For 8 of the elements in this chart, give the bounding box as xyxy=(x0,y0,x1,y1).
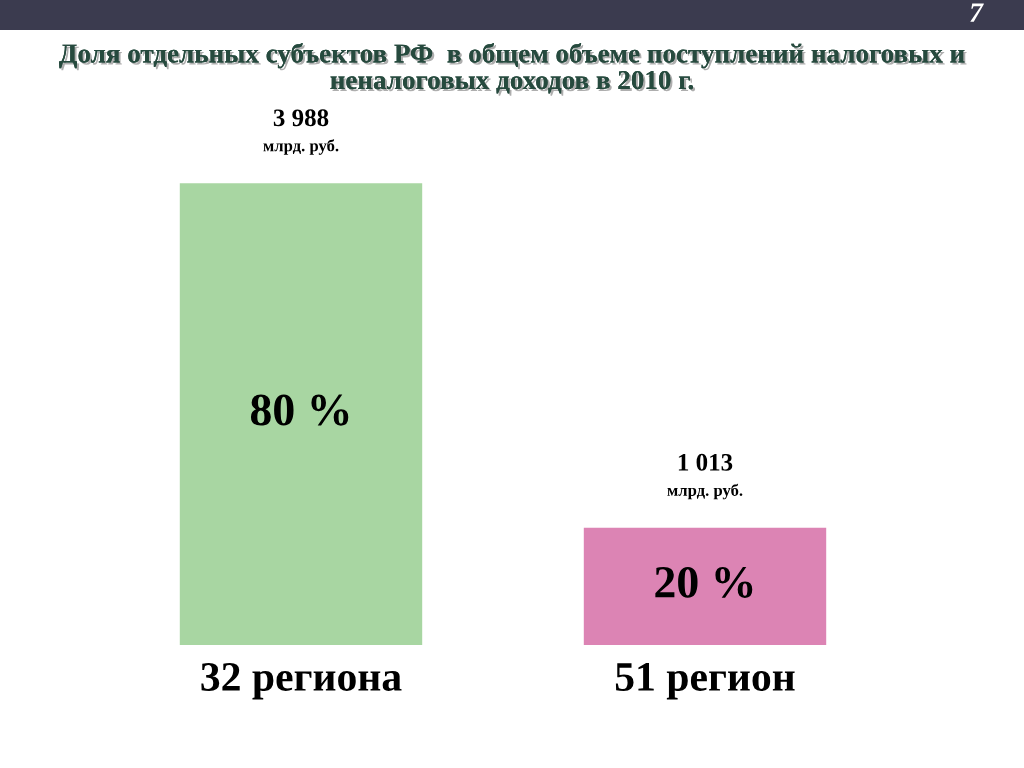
data-label: 1 013 млрд. руб. xyxy=(667,453,743,500)
chart-title: Доля отдельных субъектов РФ в общем объеме поступлений налоговых и неналоговых доходов в 2010 г. xyxy=(58,43,967,96)
annotation: 80 % xyxy=(250,394,349,426)
data-label: 3 988 млрд. руб. xyxy=(263,109,339,155)
text: 7 xyxy=(970,3,984,22)
x-tick-label: 32 региона xyxy=(201,662,402,700)
annotation: 20 % xyxy=(655,566,753,598)
x-tick-label: 51 регион xyxy=(615,663,795,700)
